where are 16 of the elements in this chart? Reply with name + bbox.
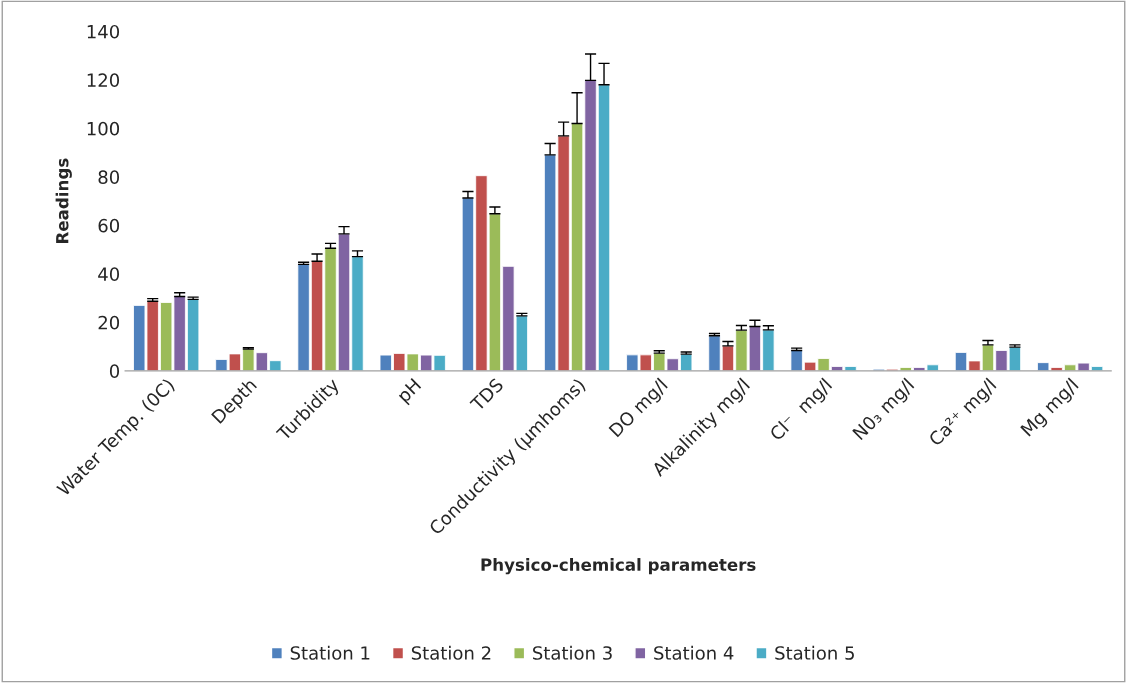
x-tick-label: pH xyxy=(396,378,424,406)
y-tick-label: 120 xyxy=(87,73,120,88)
y-tick-label: 20 xyxy=(98,315,120,330)
y-tick-label: 80 xyxy=(98,170,120,185)
y-tick-label: 40 xyxy=(98,267,120,281)
x-axis-title: Physico-chemical parameters xyxy=(481,558,756,575)
legend-label: Station 4 xyxy=(654,645,734,660)
y-tick-label: 60 xyxy=(98,218,120,233)
legend-label: Station 3 xyxy=(533,645,612,660)
y-tick-label: 100 xyxy=(87,121,120,136)
legend-label: Station 1 xyxy=(290,645,370,660)
y-tick-label: 140 xyxy=(87,24,120,39)
y-axis-title: Readings xyxy=(55,158,72,243)
legend-label: Station 2 xyxy=(411,645,491,660)
y-tick-label: 0 xyxy=(109,364,120,378)
legend-label: Station 5 xyxy=(775,645,854,660)
